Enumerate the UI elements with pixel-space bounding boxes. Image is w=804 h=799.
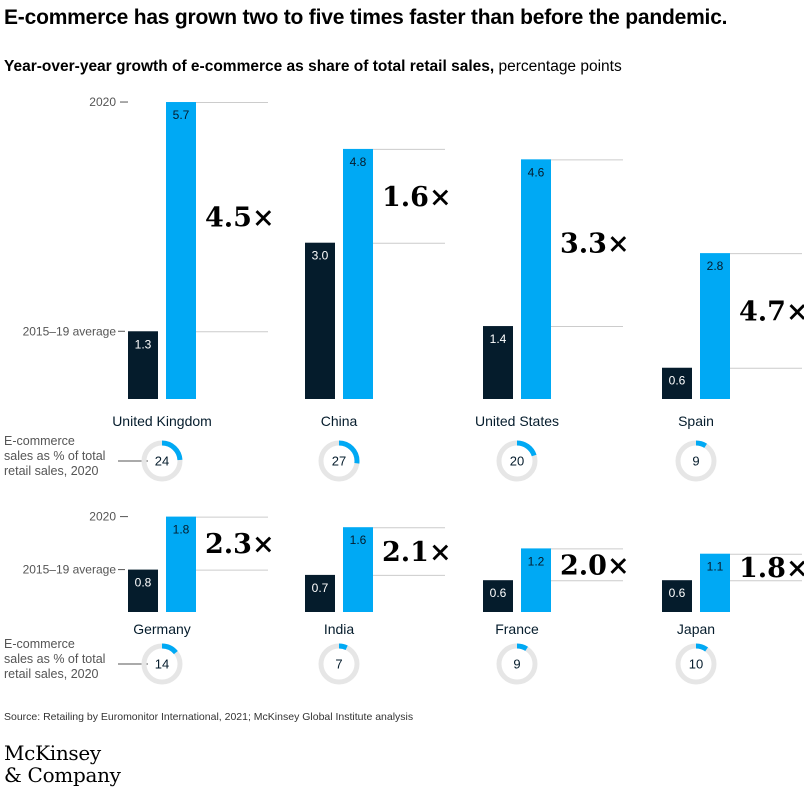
multiplier-japan: 1.8×: [739, 553, 804, 584]
country-label-spain: Spain: [678, 413, 714, 429]
label-2020-row1: 2020: [89, 95, 116, 109]
ring-share-india: [318, 643, 360, 685]
ring-share-germany: [141, 643, 183, 685]
value-2020-united-states: 4.6: [528, 165, 545, 179]
share-caption-row1-line2: sales as % of total: [4, 449, 105, 463]
subtitle-unit: percentage points: [494, 58, 622, 75]
bar-avg-japan: [662, 580, 692, 612]
ring-share-united-states: [496, 440, 538, 482]
multiplier-united-states: 3.3×: [560, 229, 630, 260]
share-value-india: 7: [335, 657, 342, 672]
value-2020-spain: 2.8: [707, 259, 724, 273]
share-value-japan: 10: [689, 657, 703, 672]
share-caption-row2-line1: E-commerce: [4, 637, 75, 651]
value-avg-united-states: 1.4: [490, 332, 507, 346]
bar-2020-japan: [700, 553, 730, 612]
value-avg-china: 3.0: [312, 249, 329, 263]
value-avg-france: 0.6: [490, 586, 507, 600]
country-label-germany: Germany: [133, 621, 191, 637]
value-2020-japan: 1.1: [707, 560, 724, 574]
ring-share-japan: [675, 643, 717, 685]
share-value-china: 27: [332, 454, 346, 469]
bar-2020-china: [343, 148, 373, 399]
value-2020-united-kingdom: 5.7: [173, 108, 190, 122]
subtitle-bold: Year-over-year growth of e-commerce as s…: [4, 58, 495, 75]
ring-share-china: [318, 440, 360, 482]
share-value-united-states: 20: [510, 454, 524, 469]
value-avg-germany: 0.8: [135, 576, 152, 590]
share-caption-row2-line3: retail sales, 2020: [4, 667, 99, 681]
value-2020-germany: 1.8: [173, 523, 190, 537]
share-caption-row1-line1: E-commerce: [4, 434, 75, 448]
country-label-india: India: [324, 621, 355, 637]
share-value-united-kingdom: 24: [155, 454, 169, 469]
bar-avg-india: [305, 574, 335, 612]
multiplier-france: 2.0×: [560, 550, 630, 581]
label-2020-row2: 2020: [89, 510, 116, 524]
multiplier-germany: 2.3×: [205, 529, 275, 560]
country-label-united-states: United States: [475, 413, 559, 429]
bar-avg-united-states: [483, 326, 513, 399]
value-2020-france: 1.2: [528, 554, 545, 568]
ring-share-united-kingdom: [141, 440, 183, 482]
label-avg-row1: 2015–19 average: [23, 324, 117, 338]
bar-avg-china: [305, 242, 335, 399]
logo-line-1: McKinsey: [4, 741, 101, 765]
chart-subtitle: Year-over-year growth of e-commerce as s…: [4, 58, 622, 76]
share-caption-row2-line2: sales as % of total: [4, 652, 105, 666]
value-avg-india: 0.7: [312, 581, 329, 595]
multiplier-united-kingdom: 4.5×: [205, 203, 275, 234]
share-value-spain: 9: [692, 454, 699, 469]
ring-share-france: [496, 643, 538, 685]
bar-avg-spain: [662, 367, 692, 399]
bar-2020-germany: [166, 516, 196, 612]
bar-avg-france: [483, 580, 513, 612]
bar-2020-united-kingdom: [166, 102, 196, 399]
bar-2020-spain: [700, 253, 730, 399]
share-value-germany: 14: [155, 657, 169, 672]
country-label-france: France: [495, 621, 539, 637]
multiplier-india: 2.1×: [382, 537, 452, 568]
share-caption-row1-line3: retail sales, 2020: [4, 464, 99, 478]
bar-2020-france: [521, 548, 551, 612]
bar-avg-united-kingdom: [128, 331, 158, 399]
value-2020-china: 4.8: [350, 155, 367, 169]
country-label-china: China: [321, 413, 358, 429]
bar-2020-united-states: [521, 159, 551, 399]
country-label-united-kingdom: United Kingdom: [112, 413, 212, 429]
source-note: Source: Retailing by Euromonitor Interna…: [4, 711, 414, 723]
country-label-japan: Japan: [677, 621, 715, 637]
ring-share-spain: [675, 440, 717, 482]
multiplier-spain: 4.7×: [739, 296, 804, 327]
mckinsey-logo: McKinsey & Company: [4, 742, 121, 786]
logo-line-2: & Company: [4, 763, 121, 787]
label-avg-row2: 2015–19 average: [23, 563, 117, 577]
value-avg-japan: 0.6: [669, 586, 686, 600]
multiplier-china: 1.6×: [382, 182, 452, 213]
value-avg-spain: 0.6: [669, 374, 686, 388]
value-2020-india: 1.6: [350, 533, 367, 547]
bar-2020-india: [343, 527, 373, 612]
bar-avg-germany: [128, 569, 158, 612]
value-avg-united-kingdom: 1.3: [135, 337, 152, 351]
chart-title: E-commerce has grown two to five times f…: [4, 6, 728, 29]
share-value-france: 9: [513, 657, 520, 672]
